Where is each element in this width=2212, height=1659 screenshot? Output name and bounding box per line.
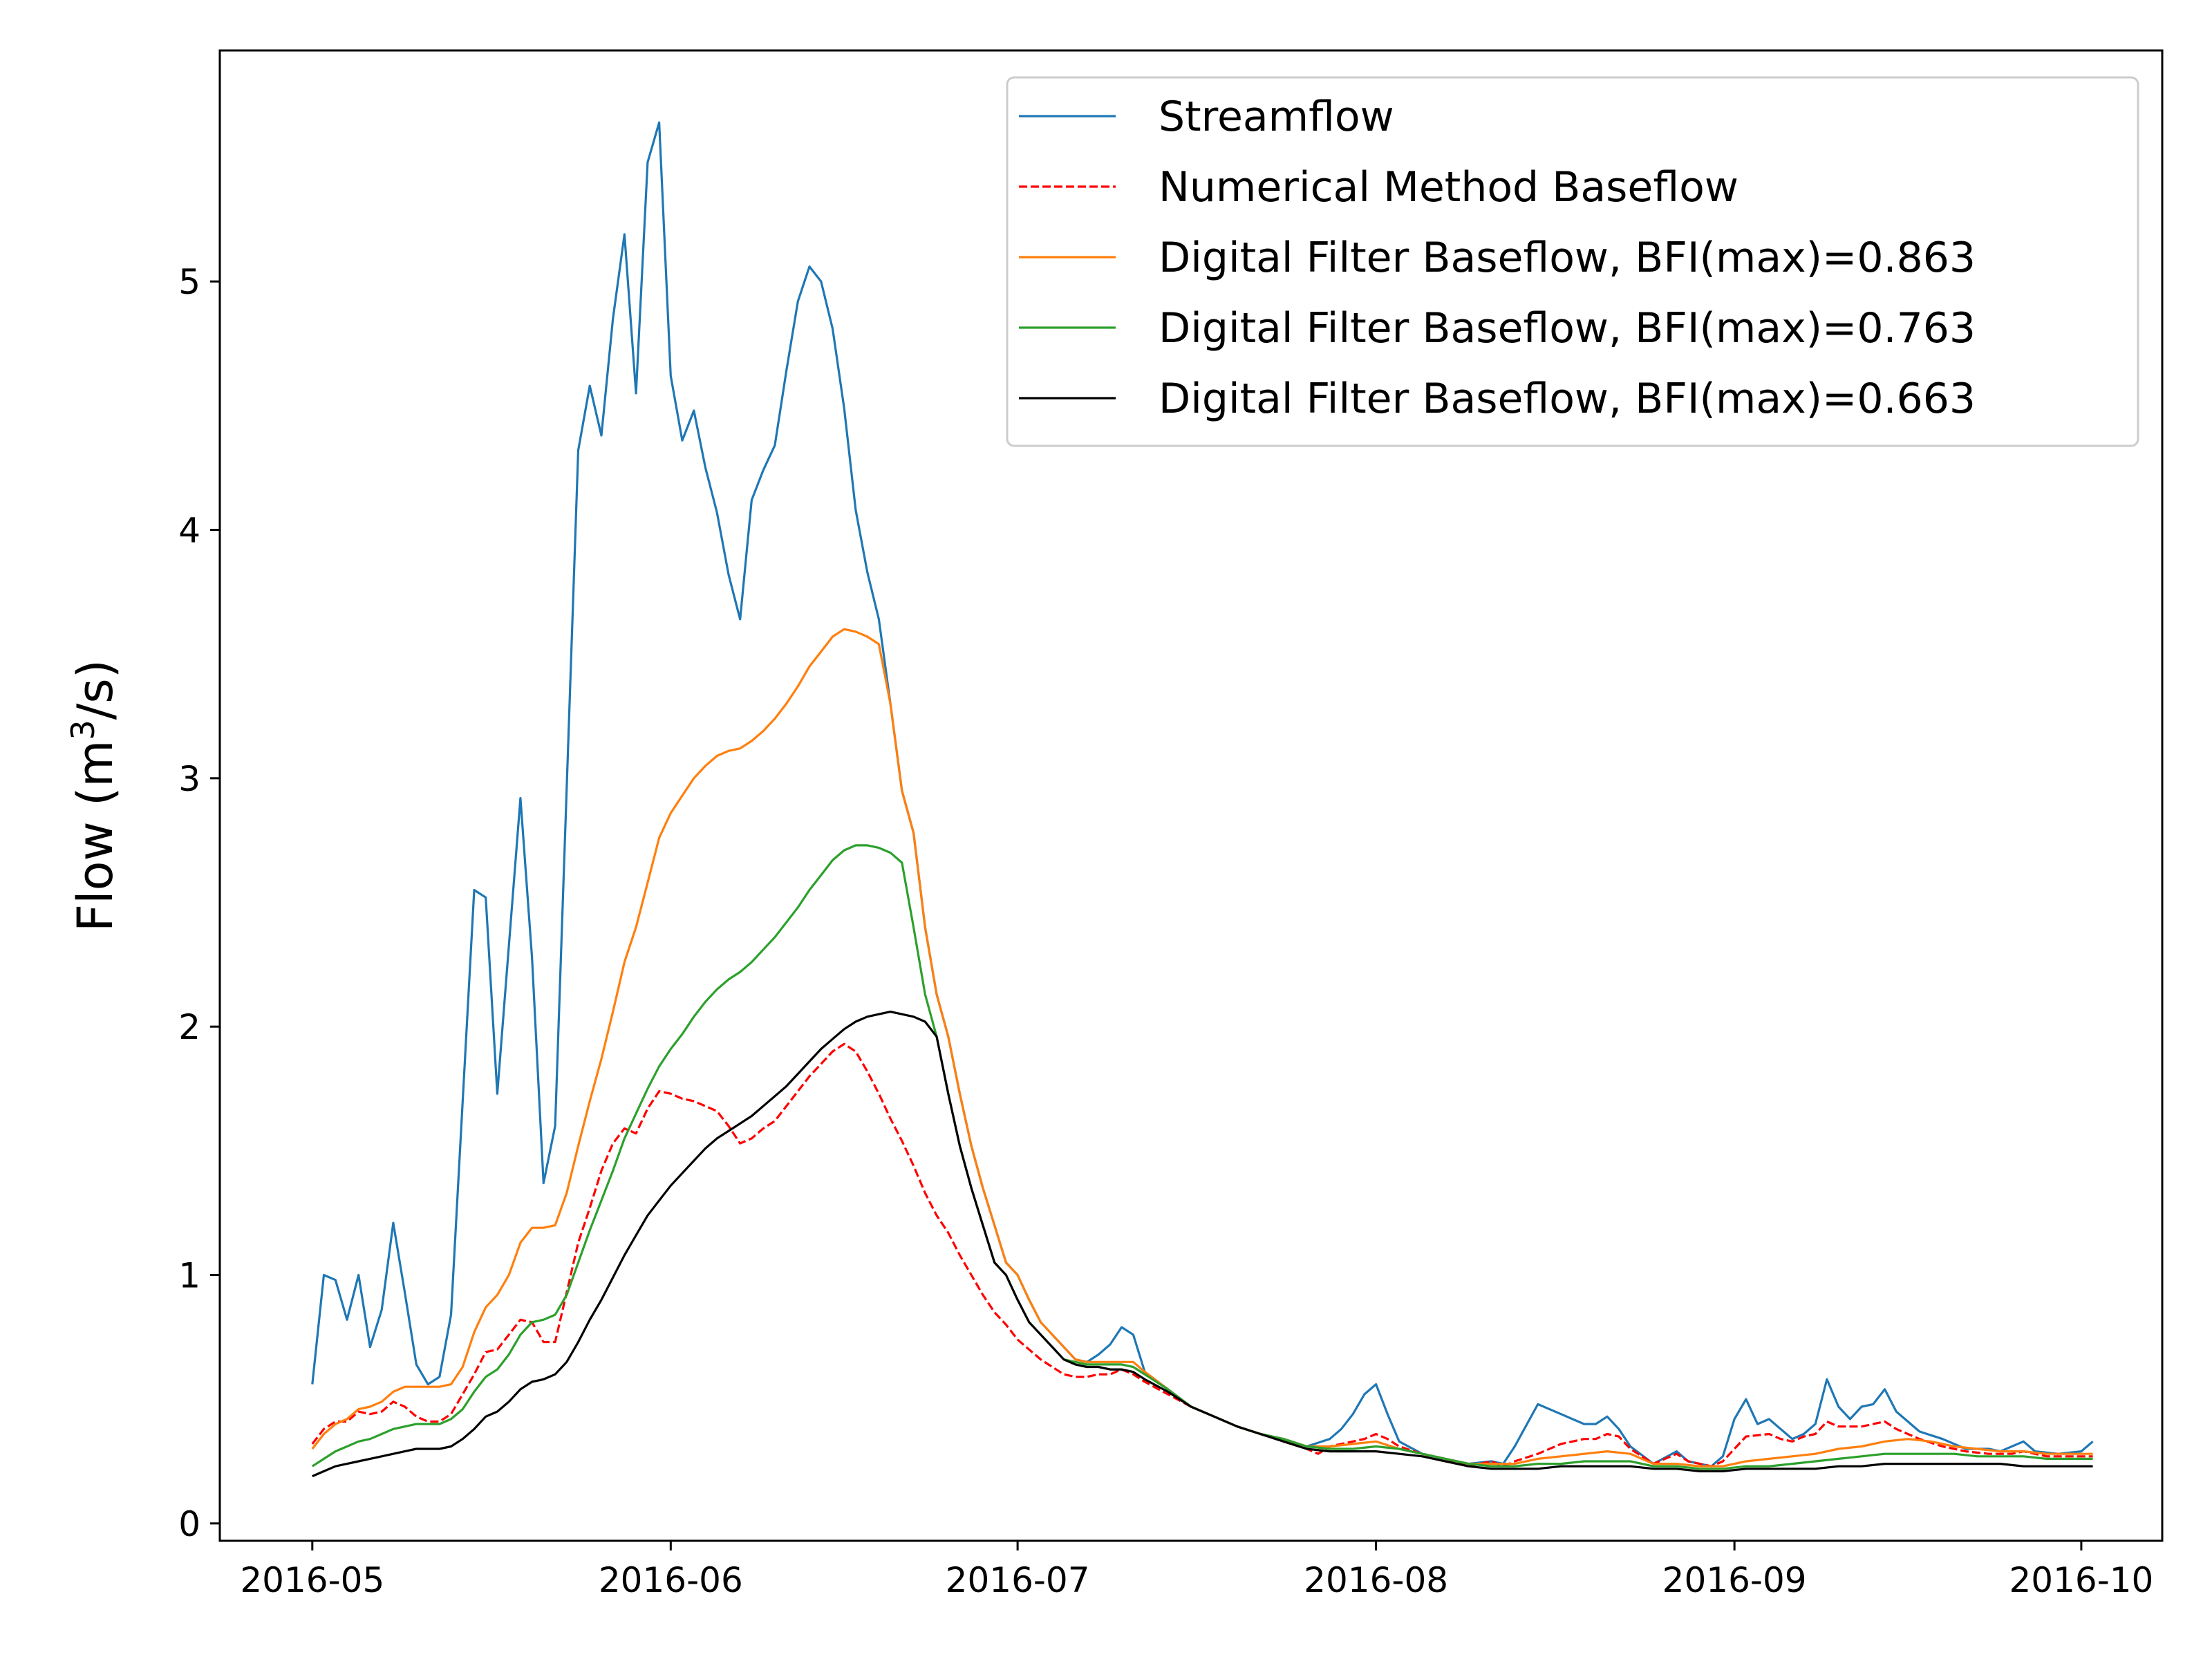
legend-entries: Streamflow Numerical Method Baseflow Digit… xyxy=(1019,93,1976,423)
y-tick-label: 0 xyxy=(178,1504,200,1544)
x-tick-label: 2016-10 xyxy=(2009,1560,2153,1600)
series-layer xyxy=(311,121,2094,1478)
y-tick-label: 2 xyxy=(178,1007,200,1047)
legend-label-1: Streamflow xyxy=(1159,93,1394,141)
legend: Streamflow Numerical Method Baseflow Digit… xyxy=(1006,76,2139,447)
y-tick-label: 3 xyxy=(178,759,200,799)
y-tick-label: 4 xyxy=(178,511,200,551)
legend-label-4: Digital Filter Baseflow, BFI(max)=0.763 xyxy=(1159,304,1976,353)
legend-label-5: Digital Filter Baseflow, BFI(max)=0.663 xyxy=(1159,375,1976,423)
x-tick-label: 2016-07 xyxy=(946,1560,1090,1600)
y-tick-label: 1 xyxy=(178,1256,200,1296)
y-axis-label-tail: /s) xyxy=(67,659,124,720)
plot-frame xyxy=(218,49,2164,1542)
y-axis-label-base: Flow (m xyxy=(67,740,124,932)
x-tick-label: 2016-09 xyxy=(1662,1560,1807,1600)
legend-label-3: Digital Filter Baseflow, BFI(max)=0.863 xyxy=(1159,234,1976,282)
series-line-5 xyxy=(312,1011,2093,1478)
legend-box xyxy=(1006,76,2139,447)
x-tick-label: 2016-05 xyxy=(240,1560,384,1600)
series-line-3 xyxy=(311,628,2093,1468)
y-axis: 0 1 2 3 4 5 xyxy=(178,262,220,1544)
y-tick-label: 5 xyxy=(178,262,200,302)
series-line-2 xyxy=(311,1042,2093,1468)
x-tick-label: 2016-08 xyxy=(1304,1560,1448,1600)
y-axis-label: Flow (m3/s) xyxy=(64,659,124,932)
legend-label-2: Numerical Method Baseflow xyxy=(1159,163,1738,212)
x-tick-label: 2016-06 xyxy=(599,1560,743,1600)
x-axis: 2016-05 2016-06 2016-07 2016-08 2016-09 2016-… xyxy=(240,1541,2153,1600)
y-axis-label-superscript: 3 xyxy=(64,720,102,740)
